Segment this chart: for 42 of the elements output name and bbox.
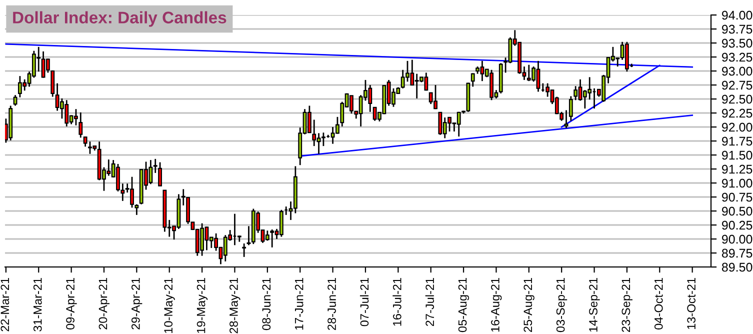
y-tick-label: 91.50 — [722, 150, 752, 160]
y-tick-label: 90.00 — [722, 234, 752, 244]
y-tick-label: 89.75 — [722, 248, 752, 258]
y-tick-label: 92.25 — [722, 108, 752, 118]
x-tick-label: 09-Apr-21 — [66, 278, 77, 330]
y-tick-label: 93.00 — [722, 66, 752, 76]
y-tick-label: 92.75 — [722, 80, 752, 90]
y-tick-label: 91.75 — [722, 136, 752, 146]
y-tick-label: 91.00 — [722, 178, 752, 188]
x-tick-label: 31-Mar-21 — [33, 278, 42, 332]
x-tick-label: 08-Jun-21 — [262, 278, 271, 330]
x-tick-label: 10-May-21 — [164, 278, 175, 333]
x-tick-label: 19-May-21 — [196, 278, 208, 333]
y-tick-label: 90.75 — [722, 192, 752, 202]
x-tick-label: 27-Jul-21 — [425, 278, 434, 326]
x-tick-label: 25-Aug-21 — [524, 278, 534, 332]
y-tick-label: 89.50 — [722, 262, 752, 272]
x-tick-label: 28-Jun-21 — [328, 278, 336, 330]
x-tick-label: 28-May-21 — [230, 278, 240, 334]
y-tick-label: 90.25 — [722, 220, 752, 230]
x-tick-label: 07-Jul-21 — [360, 278, 369, 326]
x-tick-label: 05-Aug-21 — [458, 278, 470, 332]
y-tick-label: 92.50 — [722, 94, 752, 104]
y-tick-label: 93.25 — [722, 52, 752, 62]
x-tick-label: 03-Sep-21 — [556, 278, 568, 332]
chart-title: Dollar Index: Daily Candles — [13, 11, 226, 27]
x-tick-label: 14-Sep-21 — [589, 278, 600, 332]
x-tick-label: 29-Apr-21 — [131, 278, 142, 330]
x-tick-label: 23-Sep-21 — [622, 278, 632, 332]
y-tick-label: 93.50 — [722, 38, 752, 48]
x-tick-label: 20-Apr-21 — [98, 278, 110, 330]
y-tick-label: 91.25 — [722, 164, 752, 174]
x-tick-label: 13-Oct-21 — [687, 278, 696, 330]
y-tick-label: 94.00 — [722, 10, 752, 20]
x-tick-label: 17-Jun-21 — [294, 278, 304, 330]
y-tick-label: 93.75 — [722, 24, 752, 34]
x-tick-label: 16-Aug-21 — [491, 278, 502, 332]
y-tick-label: 92.00 — [722, 122, 752, 132]
x-tick-label: 16-Jul-21 — [392, 278, 402, 326]
y-tick-label: 90.50 — [722, 206, 752, 216]
x-tick-label: 22-Mar-21 — [0, 278, 10, 332]
x-tick-label: 04-Oct-21 — [654, 278, 663, 330]
